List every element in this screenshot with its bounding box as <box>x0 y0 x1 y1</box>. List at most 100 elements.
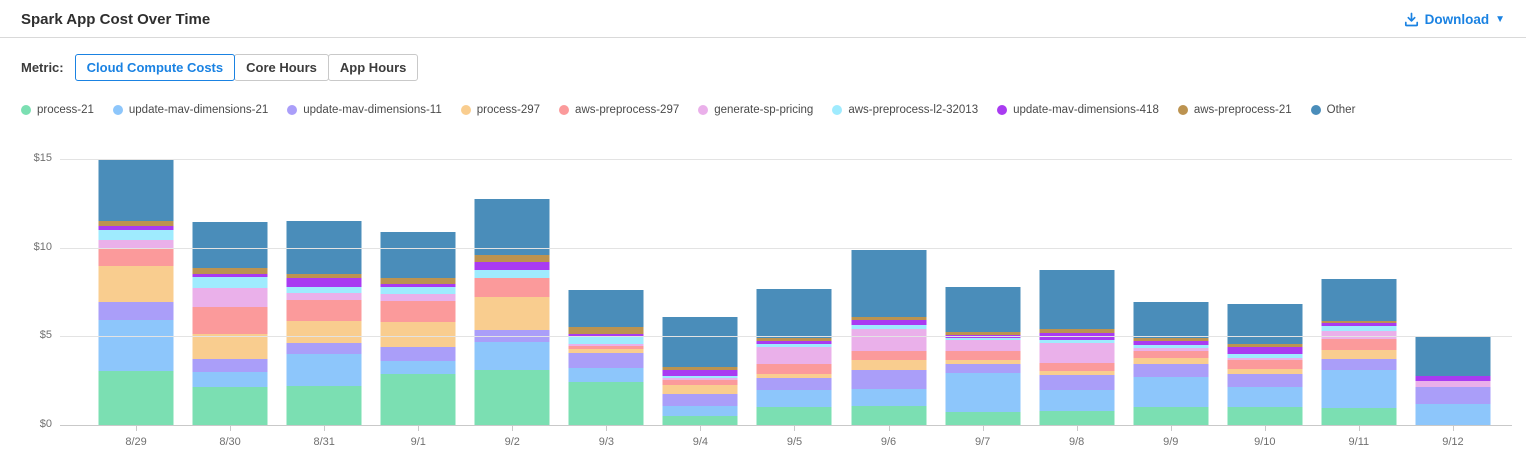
bar-segment-update-mav-dimensions-11[interactable] <box>1415 386 1491 405</box>
bar-segment-aws-preprocess-l2-32013[interactable] <box>568 336 644 344</box>
bar-segment-aws-preprocess-l2-32013[interactable] <box>662 375 738 378</box>
bar-segment-aws-preprocess-297[interactable] <box>1227 359 1303 369</box>
bar-segment-other[interactable] <box>1415 335 1491 376</box>
bar-segment-update-mav-dimensions-11[interactable] <box>98 301 174 320</box>
bar-segment-aws-preprocess-21[interactable] <box>568 326 644 335</box>
bar-segment-aws-preprocess-l2-32013[interactable] <box>192 276 268 288</box>
bar-segment-aws-preprocess-297[interactable] <box>192 307 268 334</box>
bar-segment-aws-preprocess-297[interactable] <box>98 248 174 267</box>
legend-item-process-21[interactable]: process-21 <box>21 104 94 116</box>
bar-8-29[interactable] <box>98 158 174 425</box>
legend-item-update-mav-dimensions-21[interactable]: update-mav-dimensions-21 <box>112 104 268 116</box>
bar-segment-aws-preprocess-297[interactable] <box>286 300 362 321</box>
bar-segment-aws-preprocess-l2-32013[interactable] <box>945 337 1021 340</box>
bar-segment-generate-sp-pricing[interactable] <box>1415 380 1491 387</box>
legend-item-aws-preprocess-l2-32013[interactable]: aws-preprocess-l2-32013 <box>832 104 978 116</box>
bar-segment-update-mav-dimensions-11[interactable] <box>945 363 1021 373</box>
bar-segment-process-21[interactable] <box>851 406 927 425</box>
bar-9-8[interactable] <box>1039 270 1115 425</box>
bar-segment-update-mav-dimensions-418[interactable] <box>1321 323 1397 327</box>
bar-9-9[interactable] <box>1133 301 1209 425</box>
bar-segment-update-mav-dimensions-418[interactable] <box>1415 375 1491 381</box>
bar-9-2[interactable] <box>474 199 550 425</box>
bar-segment-process-297[interactable] <box>1039 371 1115 376</box>
bar-segment-process-297[interactable] <box>662 385 738 395</box>
bar-segment-aws-preprocess-l2-32013[interactable] <box>380 287 456 295</box>
bar-segment-process-297[interactable] <box>568 348 644 354</box>
bar-segment-other[interactable] <box>851 250 927 318</box>
bar-segment-aws-preprocess-21[interactable] <box>945 332 1021 336</box>
bar-segment-other[interactable] <box>662 316 738 368</box>
bar-segment-generate-sp-pricing[interactable] <box>568 343 644 346</box>
bar-segment-other[interactable] <box>945 286 1021 333</box>
bar-segment-update-mav-dimensions-21[interactable] <box>474 341 550 371</box>
bar-9-12[interactable] <box>1415 335 1491 425</box>
bar-segment-generate-sp-pricing[interactable] <box>1321 331 1397 340</box>
bar-segment-generate-sp-pricing[interactable] <box>851 328 927 352</box>
bar-segment-update-mav-dimensions-418[interactable] <box>474 262 550 270</box>
bar-segment-update-mav-dimensions-11[interactable] <box>474 330 550 342</box>
bar-segment-aws-preprocess-297[interactable] <box>756 364 832 374</box>
bar-segment-generate-sp-pricing[interactable] <box>1133 348 1209 351</box>
bar-segment-aws-preprocess-21[interactable] <box>1321 321 1397 324</box>
bar-segment-update-mav-dimensions-21[interactable] <box>98 319 174 371</box>
bar-segment-other[interactable] <box>474 199 550 256</box>
bar-segment-update-mav-dimensions-11[interactable] <box>1039 375 1115 390</box>
legend-item-update-mav-dimensions-11[interactable]: update-mav-dimensions-11 <box>287 104 442 116</box>
bar-segment-other[interactable] <box>568 290 644 327</box>
legend-item-other[interactable]: Other <box>1310 104 1355 116</box>
metric-tab-app-hours[interactable]: App Hours <box>327 54 419 81</box>
bar-8-31[interactable] <box>286 221 362 425</box>
bar-segment-aws-preprocess-297[interactable] <box>1039 362 1115 372</box>
bar-segment-aws-preprocess-21[interactable] <box>380 277 456 284</box>
bar-segment-update-mav-dimensions-21[interactable] <box>380 361 456 374</box>
bar-segment-aws-preprocess-21[interactable] <box>474 255 550 263</box>
bar-segment-aws-preprocess-l2-32013[interactable] <box>1039 340 1115 344</box>
bar-segment-other[interactable] <box>1321 278 1397 322</box>
bar-segment-update-mav-dimensions-21[interactable] <box>192 371 268 387</box>
bar-segment-update-mav-dimensions-21[interactable] <box>756 390 832 408</box>
bar-segment-process-21[interactable] <box>568 381 644 425</box>
bar-segment-generate-sp-pricing[interactable] <box>1039 343 1115 363</box>
bar-segment-process-21[interactable] <box>756 407 832 425</box>
bar-segment-update-mav-dimensions-418[interactable] <box>98 226 174 230</box>
bar-segment-update-mav-dimensions-418[interactable] <box>662 369 738 376</box>
bar-segment-update-mav-dimensions-21[interactable] <box>851 388 927 407</box>
legend-item-aws-preprocess-21[interactable]: aws-preprocess-21 <box>1177 104 1292 116</box>
legend-item-aws-preprocess-297[interactable]: aws-preprocess-297 <box>559 104 679 116</box>
metric-tab-core-hours[interactable]: Core Hours <box>234 54 329 81</box>
bar-segment-other[interactable] <box>1039 270 1115 330</box>
bar-segment-other[interactable] <box>1133 301 1209 338</box>
bar-segment-update-mav-dimensions-418[interactable] <box>1133 341 1209 345</box>
bar-segment-update-mav-dimensions-11[interactable] <box>192 359 268 372</box>
bar-9-3[interactable] <box>568 290 644 425</box>
bar-segment-update-mav-dimensions-11[interactable] <box>380 347 456 362</box>
bar-segment-aws-preprocess-297[interactable] <box>851 351 927 361</box>
bar-segment-aws-preprocess-297[interactable] <box>1133 350 1209 358</box>
bar-9-7[interactable] <box>945 286 1021 425</box>
bar-segment-update-mav-dimensions-418[interactable] <box>568 334 644 337</box>
bar-segment-process-21[interactable] <box>286 386 362 425</box>
bar-segment-update-mav-dimensions-418[interactable] <box>1227 346 1303 354</box>
bar-segment-aws-preprocess-21[interactable] <box>1039 329 1115 334</box>
bar-segment-update-mav-dimensions-21[interactable] <box>1039 389 1115 411</box>
bar-segment-aws-preprocess-21[interactable] <box>192 267 268 275</box>
bar-segment-generate-sp-pricing[interactable] <box>192 287 268 308</box>
bar-segment-aws-preprocess-21[interactable] <box>662 367 738 370</box>
bar-segment-update-mav-dimensions-418[interactable] <box>756 341 832 344</box>
bar-segment-aws-preprocess-297[interactable] <box>1321 339 1397 350</box>
bar-segment-update-mav-dimensions-21[interactable] <box>945 372 1021 412</box>
bar-segment-aws-preprocess-l2-32013[interactable] <box>851 325 927 329</box>
bar-segment-aws-preprocess-21[interactable] <box>98 220 174 227</box>
bar-9-5[interactable] <box>756 288 832 425</box>
legend-item-update-mav-dimensions-418[interactable]: update-mav-dimensions-418 <box>997 104 1159 116</box>
bar-segment-process-21[interactable] <box>662 416 738 425</box>
bar-segment-process-21[interactable] <box>1321 408 1397 425</box>
bar-segment-update-mav-dimensions-418[interactable] <box>286 277 362 288</box>
bar-segment-aws-preprocess-l2-32013[interactable] <box>474 269 550 278</box>
bar-segment-update-mav-dimensions-418[interactable] <box>192 274 268 277</box>
bar-segment-other[interactable] <box>756 288 832 339</box>
bar-segment-generate-sp-pricing[interactable] <box>756 347 832 365</box>
bar-segment-process-21[interactable] <box>1227 407 1303 425</box>
bar-segment-update-mav-dimensions-21[interactable] <box>1133 377 1209 408</box>
